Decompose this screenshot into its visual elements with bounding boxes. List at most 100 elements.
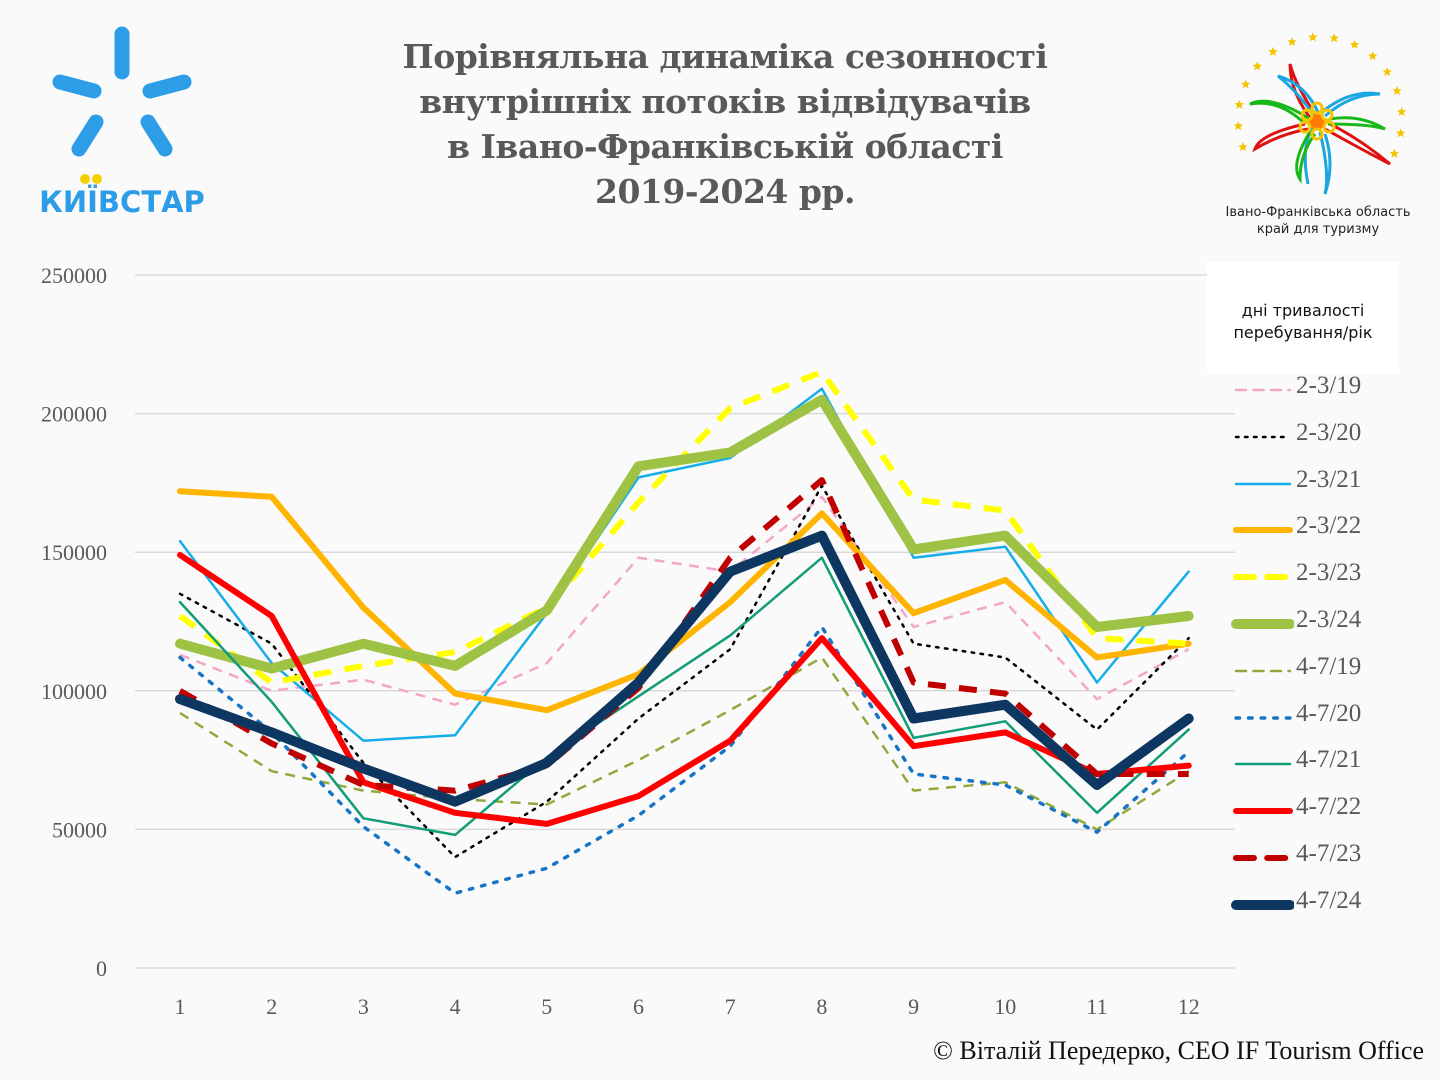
legend-label: 4-7/23 <box>1296 840 1362 867</box>
title-line-1: Порівняльна динаміка сезонності <box>402 37 1048 76</box>
star-icon <box>1268 46 1278 56</box>
kyivstar-dot-icon <box>92 174 102 184</box>
legend-title-line-2: перебування/рік <box>1233 323 1373 342</box>
star-icon <box>1329 33 1339 43</box>
legend-swatch <box>1233 574 1293 581</box>
legend-item: 2-3/19 <box>1230 370 1430 410</box>
legend-label: 2-3/19 <box>1296 372 1362 399</box>
if-tourism-caption: Івано-Франківська область край для туриз… <box>1218 204 1418 238</box>
if-tourism-caption-line-2: край для туризму <box>1256 222 1380 237</box>
x-tick-label: 9 <box>908 994 919 1019</box>
y-tick-label: 0 <box>96 956 107 981</box>
legend-label: 2-3/21 <box>1296 465 1362 493</box>
legend-item: 4-7/24 <box>1230 885 1430 925</box>
legend-swatch <box>1233 855 1293 861</box>
star-icon <box>1308 32 1318 42</box>
kyivstar-dot-icon <box>80 174 90 184</box>
star-icon <box>1233 121 1244 131</box>
legend-label: 2-3/22 <box>1296 512 1362 540</box>
series-line-2-3-21 <box>178 387 1190 742</box>
series-line-2-3-20 <box>178 484 1190 859</box>
legend-label: 2-3/23 <box>1296 559 1362 587</box>
legend-item: 2-3/20 <box>1230 417 1430 457</box>
star-icon <box>1287 36 1297 46</box>
y-tick-label: 150000 <box>41 540 107 565</box>
chart-title: Порівняльна динаміка сезонності внутрішн… <box>360 34 1090 214</box>
kyivstar-star-icon <box>52 26 192 157</box>
series-line-4-7-20 <box>178 625 1191 895</box>
legend-swatch <box>1233 527 1293 534</box>
copyright-credit: © Віталій Передерко, CEO IF Tourism Offi… <box>933 1036 1424 1065</box>
kyivstar-logo: КИЇВСТАР <box>39 26 205 219</box>
if-tourism-caption-line-1: Івано-Франківська область <box>1225 205 1411 220</box>
series-lines <box>175 369 1194 895</box>
star-icon <box>1234 99 1244 109</box>
x-axis-tick-labels: 1 2 3 4 5 6 7 8 9 10 11 12 <box>175 994 1200 1019</box>
x-tick-label: 3 <box>358 994 369 1019</box>
title-line-3: в Івано-Франківській області <box>447 127 1003 166</box>
if-tourism-logo <box>1233 32 1407 195</box>
star-icon <box>1238 142 1248 152</box>
star-icon <box>1396 128 1406 138</box>
legend-item: 2-3/24 <box>1230 604 1430 644</box>
y-tick-label: 250000 <box>41 263 107 288</box>
legend-label: 4-7/21 <box>1296 746 1362 774</box>
legend-swatch <box>1231 899 1294 910</box>
series-line-4-7-24 <box>175 530 1194 807</box>
legend-item: 2-3/23 <box>1230 557 1430 597</box>
kyivstar-wordmark: КИЇВСТАР <box>39 185 205 219</box>
legend-swatch <box>1234 763 1292 766</box>
flower-center-icon <box>1298 101 1336 141</box>
legend-swatch <box>1234 435 1292 439</box>
y-tick-label: 50000 <box>52 817 107 842</box>
legend-swatch <box>1234 388 1292 392</box>
legend-swatch <box>1231 619 1294 629</box>
x-tick-label: 6 <box>633 994 644 1019</box>
flower-icon <box>1249 63 1391 195</box>
x-tick-label: 11 <box>1086 994 1107 1019</box>
legend-item: 4-7/19 <box>1230 651 1430 691</box>
legend-item: 4-7/22 <box>1230 791 1430 831</box>
y-tick-label: 200000 <box>41 402 107 427</box>
legend-label: 4-7/20 <box>1296 699 1362 727</box>
legend-label: 2-3/20 <box>1296 418 1362 446</box>
x-tick-label: 7 <box>725 994 736 1019</box>
legend-item: 2-3/21 <box>1230 464 1430 504</box>
series-line-4-7-19 <box>179 656 1190 831</box>
x-tick-label: 1 <box>175 994 186 1019</box>
star-icon <box>1240 79 1251 89</box>
legend-item: 4-7/21 <box>1230 744 1430 784</box>
legend-swatch <box>1233 808 1293 815</box>
legend-swatch <box>1234 482 1292 485</box>
y-axis-tick-labels: 0 50000 100000 150000 200000 250000 <box>41 263 107 981</box>
legend-item: 4-7/23 <box>1230 838 1430 878</box>
star-icon <box>1382 67 1392 76</box>
legend-label: 4-7/19 <box>1296 652 1362 680</box>
series-line-2-3-24 <box>175 394 1194 674</box>
legend-item: 2-3/22 <box>1230 510 1430 550</box>
title-line-2: внутрішніх потоків відвідувачів <box>419 82 1031 121</box>
star-icon <box>1349 39 1360 49</box>
legend-swatch <box>1234 715 1292 720</box>
star-icon <box>1389 148 1400 158</box>
series-line-4-7-22 <box>177 552 1192 827</box>
series-line-2-3-22 <box>177 488 1192 714</box>
legend-label: 4-7/22 <box>1296 793 1362 821</box>
star-icon <box>1392 86 1402 95</box>
x-tick-label: 12 <box>1178 994 1200 1019</box>
legend-label: 2-3/24 <box>1296 606 1362 633</box>
legend-title: дні тривалості перебування/рік <box>1207 300 1399 344</box>
star-icon <box>1396 106 1407 116</box>
series-line-2-3-19 <box>179 495 1190 706</box>
y-tick-label: 100000 <box>41 679 107 704</box>
star-icon <box>1252 61 1262 71</box>
title-line-4: 2019-2024 рр. <box>594 172 856 211</box>
x-tick-label: 5 <box>541 994 552 1019</box>
x-tick-label: 2 <box>266 994 277 1019</box>
x-tick-label: 4 <box>450 994 461 1019</box>
x-tick-label: 8 <box>816 994 827 1019</box>
legend-title-line-1: дні тривалості <box>1241 301 1365 320</box>
legend-title-background <box>1207 262 1399 374</box>
x-tick-label: 10 <box>994 994 1016 1019</box>
